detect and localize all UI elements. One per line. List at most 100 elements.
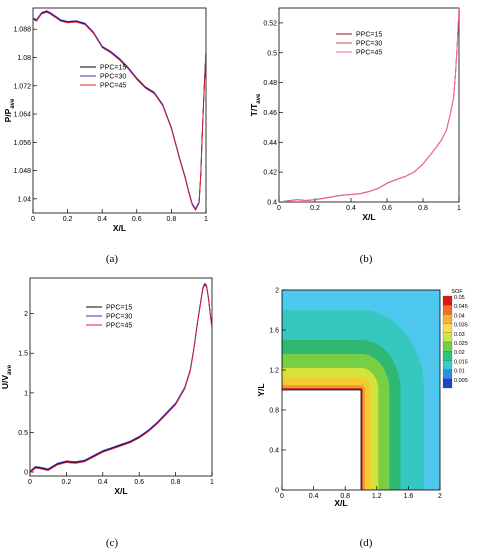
x-tick-label: 0.2: [62, 479, 72, 486]
colorbar-swatch: [442, 360, 453, 370]
plot-frame: [32, 7, 207, 214]
y-tick-label: 2: [24, 311, 28, 318]
panel-c: 0 0.2 0.4 0.6 0.8 1 0 0.5 1 1.5 2 X/L U/Vave PPC=15 PP…: [0, 277, 214, 496]
colorbar-swatch: [442, 332, 453, 343]
panel-d: 0 0.4 0.8 1.2 1.6 200.40.81.21.62X/LY/LSOF0.0…: [256, 288, 468, 509]
x-tick-label: 0.2: [63, 216, 73, 223]
obstacle-edge: [282, 389, 362, 490]
colorbar-swatch: [442, 305, 453, 315]
x-tick-label: 0.4: [97, 216, 107, 223]
legend-entry: PPC=30: [106, 314, 132, 321]
y-tick-label: 0.8: [269, 408, 279, 415]
series-line-ppc-45: [30, 284, 212, 474]
panel-b: 0 0.2 0.4 0.6 0.8 1 0.4 0.42 0.44 0.46 0.48 0.5 0.52…: [249, 7, 461, 222]
y-tick-label: 2: [275, 288, 279, 295]
y-tick-label: 1.04: [17, 196, 31, 203]
x-tick-label: 0.4: [98, 479, 108, 486]
x-tick-label: 0: [277, 205, 281, 212]
series-line-ppc-45: [279, 8, 459, 202]
colorbar-label: 0.005: [454, 378, 468, 384]
y-tick-label: 1.048: [13, 168, 31, 175]
x-axis-label: X/L: [114, 486, 127, 496]
x-tick-label: 1: [204, 216, 208, 223]
x-axis-label: X/L: [334, 498, 347, 508]
y-tick-label: 0.4: [269, 448, 279, 455]
x-tick-label: 1.2: [372, 493, 382, 500]
panel-label-b: (b): [360, 253, 373, 265]
y-axis-label: T/Tave: [249, 93, 262, 116]
y-tick-label: 1.2: [269, 368, 279, 375]
x-axis-label: X/L: [113, 223, 126, 233]
colorbar-label: 0.02: [454, 350, 465, 356]
x-tick-label: 1: [210, 479, 214, 486]
y-tick-label: 0: [275, 488, 279, 495]
panel-label-d: (d): [360, 537, 373, 549]
colorbar-swatch: [442, 369, 453, 379]
y-tick-label: 0.48: [263, 80, 277, 87]
plot-frame: [281, 289, 441, 491]
series-line-ppc-15: [33, 11, 206, 211]
y-tick-label: 0.44: [263, 140, 277, 147]
y-tick-label: 1: [24, 390, 28, 397]
legend-entry: PPC=15: [106, 305, 132, 312]
y-axis-label-subscript: ave: [256, 93, 262, 104]
y-tick-label: 0.5: [267, 50, 277, 57]
y-tick-label: 1.088: [13, 27, 31, 34]
x-tick-label: 0.6: [132, 216, 142, 223]
x-tick-label: 0.8: [171, 479, 181, 486]
colorbar-label: 0.025: [454, 341, 468, 347]
y-tick-label: 1.6: [269, 328, 279, 335]
y-tick-label: 0.46: [263, 110, 277, 117]
x-tick-label: 0: [28, 479, 32, 486]
y-axis-label: U/Vave: [0, 364, 13, 389]
y-tick-label: 0.52: [263, 20, 277, 27]
y-axis-label-subscript: ave: [7, 364, 13, 375]
legend-entry: PPC=45: [356, 50, 382, 57]
series-line-ppc-30: [30, 282, 212, 472]
series-line-ppc-30: [33, 10, 206, 210]
colorbar-label: 0.035: [454, 323, 468, 329]
x-tick-label: 0.4: [309, 493, 319, 500]
y-tick-label: 0.42: [263, 170, 277, 177]
y-tick-label: 1.5: [18, 351, 28, 358]
colorbar-label: 0.045: [454, 304, 468, 310]
x-tick-label: 1.6: [404, 493, 414, 500]
contour-layer: [282, 290, 440, 490]
panel-label-c: (c): [106, 537, 119, 549]
x-tick-label: 0.4: [346, 205, 356, 212]
y-tick-label: 1.064: [13, 112, 31, 119]
x-tick-label: 0.6: [134, 479, 144, 486]
colorbar-label: 0.05: [454, 295, 465, 301]
legend-entry: PPC=45: [100, 83, 126, 90]
colorbar-label: 0.04: [454, 313, 465, 319]
legend-entry: PPC=45: [106, 323, 132, 330]
y-axis-label-subscript: ave: [10, 98, 16, 109]
x-tick-label: 2: [438, 493, 442, 500]
colorbar-label: 0.03: [454, 332, 465, 338]
legend-entry: PPC=30: [100, 74, 126, 81]
y-tick-label: 1.056: [13, 140, 31, 147]
y-axis-label: P/Pave: [3, 98, 16, 122]
y-axis-label: Y/L: [256, 383, 266, 396]
legend-entry: PPC=15: [356, 32, 382, 39]
obstacle-region: [282, 390, 361, 490]
colorbar-swatch: [442, 295, 453, 306]
x-tick-label: 0.6: [382, 205, 392, 212]
colorbar-swatch: [442, 323, 453, 333]
colorbar-label: 0.015: [454, 359, 468, 365]
plot-frame: [278, 7, 460, 203]
y-tick-label: 1.08: [17, 55, 31, 62]
legend-entry: PPC=30: [356, 41, 382, 48]
x-tick-label: 0.8: [167, 216, 177, 223]
colorbar-swatch: [442, 341, 453, 352]
y-tick-label: 0: [24, 470, 28, 477]
colorbar-title: SOF: [451, 289, 463, 295]
x-tick-label: 0: [31, 216, 35, 223]
colorbar-label: 0.01: [454, 369, 465, 375]
panel-a: 0 0.2 0.4 0.6 0.8 1 1.04 1.048 1.056 1.064 1.072 1.…: [3, 7, 208, 233]
x-tick-label: 0.8: [418, 205, 428, 212]
plot-frame: [29, 277, 213, 477]
series-line-ppc-45: [33, 11, 206, 212]
y-tick-label: 1.072: [13, 83, 31, 90]
